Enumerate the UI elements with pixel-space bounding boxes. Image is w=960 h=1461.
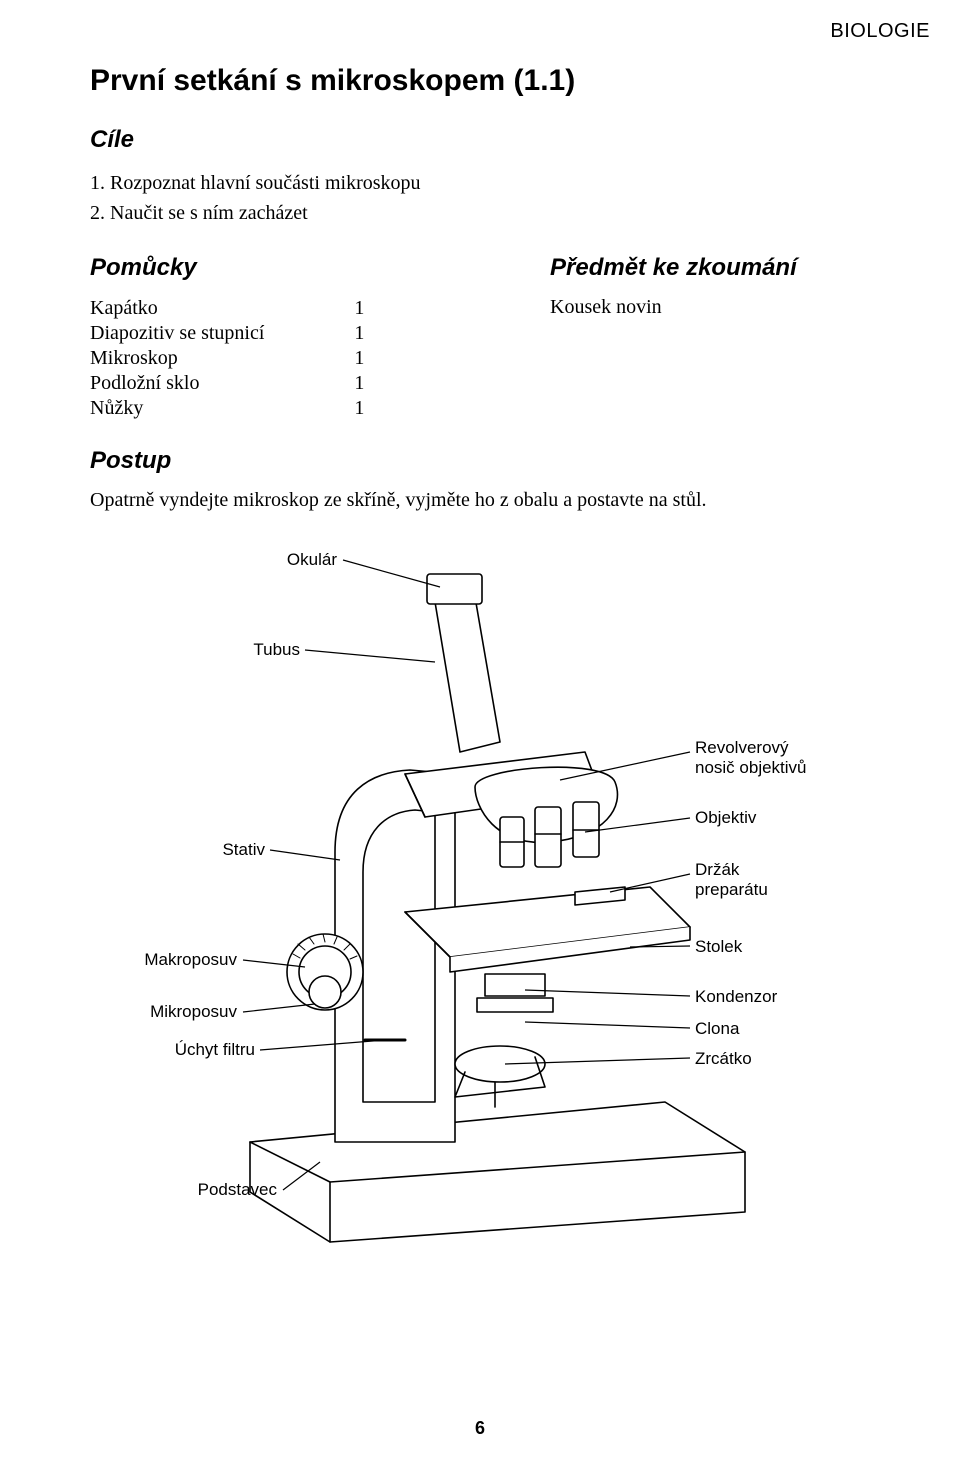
tool-qty: 1 [264, 321, 364, 346]
tool-name: Nůžky [90, 396, 264, 421]
diagram-label-kondenzor: Kondenzor [695, 987, 777, 1007]
section-tools-heading: Pomůcky [90, 254, 510, 282]
table-row: Nůžky 1 [90, 396, 364, 421]
diagram-label-zrcatko: Zrcátko [695, 1049, 752, 1069]
tool-qty: 1 [264, 346, 364, 371]
table-row: Kapátko 1 [90, 296, 364, 321]
tool-qty: 1 [264, 371, 364, 396]
table-row: Mikroskop 1 [90, 346, 364, 371]
microscope-diagram: Okulár Tubus Stativ Makroposuv Mikroposu… [105, 542, 885, 1262]
goals-list: 1. Rozpoznat hlavní součásti mikroskopu … [90, 168, 900, 228]
page-number: 6 [0, 1418, 960, 1439]
subject-item: Kousek novin [550, 296, 900, 319]
section-goals-heading: Cíle [90, 126, 900, 154]
diagram-label-tubus: Tubus [105, 640, 300, 660]
tools-table: Kapátko 1 Diapozitiv se stupnicí 1 Mikro… [90, 296, 364, 421]
diagram-label-stativ: Stativ [105, 840, 265, 860]
tools-subject-row: Pomůcky Kapátko 1 Diapozitiv se stupnicí… [90, 228, 900, 421]
diagram-label-objektiv: Objektiv [695, 808, 756, 828]
section-procedure-heading: Postup [90, 447, 900, 475]
diagram-label-stolek: Stolek [695, 937, 742, 957]
diagram-label-okular: Okulár [105, 550, 337, 570]
goal-item: 2. Naučit se s ním zacházet [90, 198, 900, 228]
table-row: Podložní sklo 1 [90, 371, 364, 396]
diagram-label-makroposuv: Makroposuv [105, 950, 237, 970]
header-subject: BIOLOGIE [830, 20, 930, 43]
diagram-label-mikroposuv: Mikroposuv [105, 1002, 237, 1022]
diagram-label-drzak: Držákpreparátu [695, 860, 835, 899]
goal-item: 1. Rozpoznat hlavní součásti mikroskopu [90, 168, 900, 198]
diagram-label-revolver: Revolverovýnosič objektivů [695, 738, 865, 777]
tool-name: Kapátko [90, 296, 264, 321]
table-row: Diapozitiv se stupnicí 1 [90, 321, 364, 346]
diagram-label-podstavec: Podstavec [105, 1180, 277, 1200]
procedure-text: Opatrně vyndejte mikroskop ze skříně, vy… [90, 489, 900, 512]
diagram-label-clona: Clona [695, 1019, 739, 1039]
tool-name: Mikroskop [90, 346, 264, 371]
tool-name: Diapozitiv se stupnicí [90, 321, 264, 346]
section-subject-heading: Předmět ke zkoumání [550, 254, 900, 282]
tool-name: Podložní sklo [90, 371, 264, 396]
diagram-label-uchyt: Úchyt filtru [105, 1040, 255, 1060]
page: BIOLOGIE První setkání s mikroskopem (1.… [0, 0, 960, 1461]
tool-qty: 1 [264, 296, 364, 321]
page-title: První setkání s mikroskopem (1.1) [90, 64, 900, 98]
tool-qty: 1 [264, 396, 364, 421]
